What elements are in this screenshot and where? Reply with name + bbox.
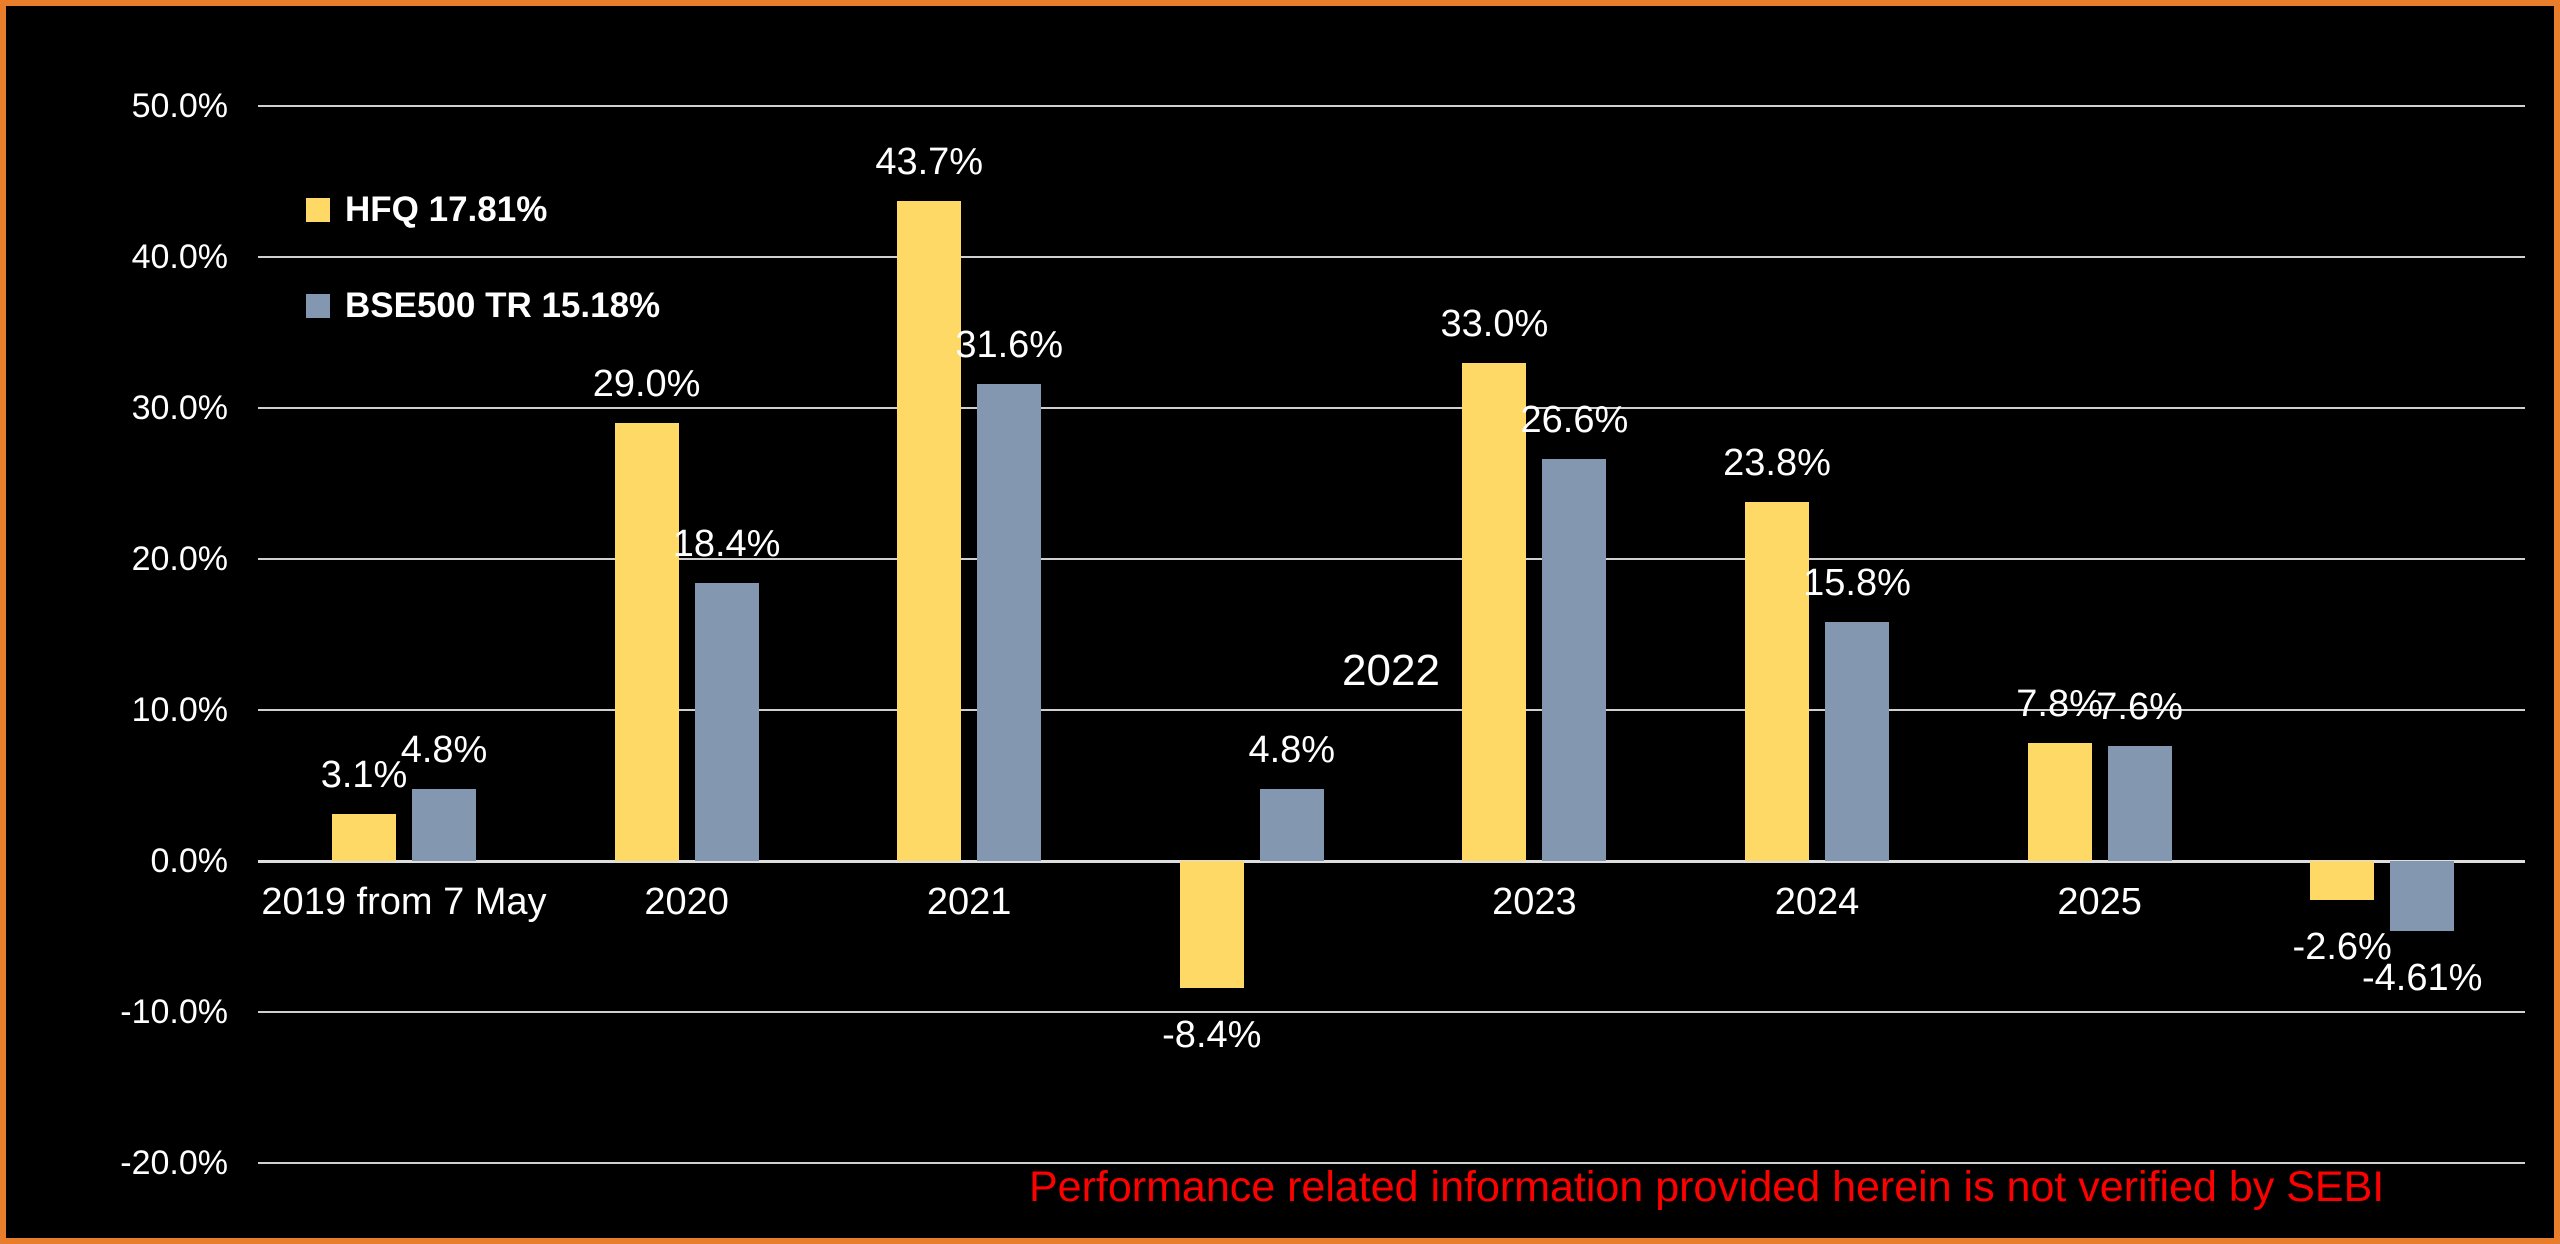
data-label-bse500-6: 7.6% (2096, 686, 2183, 729)
displaced-category-label-2022: 2022 (1342, 646, 1440, 695)
gridline-40 (258, 256, 2525, 258)
bar-hfq-2 (897, 201, 962, 861)
y-tick-label--20: -20.0% (120, 1144, 228, 1182)
bar-bse500-3 (1259, 788, 1324, 861)
bar-bse500-0 (412, 788, 476, 861)
y-tick-label--10: -10.0% (120, 993, 228, 1031)
x-category-label-6: 2025 (2057, 881, 2142, 923)
y-tick-label-0: 0.0% (150, 842, 229, 880)
x-category-label-2: 2021 (926, 881, 1012, 923)
bar-hfq-1 (614, 423, 679, 861)
data-label-hfq-7: -2.6% (2292, 926, 2392, 969)
frame-border-right (2554, 0, 2560, 1244)
data-label-bse500-0: 4.8% (400, 728, 488, 771)
bar-hfq-7 (2310, 861, 2375, 901)
data-label-hfq-3: -8.4% (1162, 1013, 1262, 1056)
data-label-hfq-1: 29.0% (592, 363, 701, 406)
frame-border-bottom (0, 1238, 2560, 1244)
legend-item-bse500: BSE500 TR 15.18% (306, 286, 660, 326)
frame-border-left (0, 0, 6, 1244)
data-label-bse500-4: 26.6% (1520, 399, 1629, 442)
data-label-hfq-4: 33.0% (1440, 302, 1549, 345)
bar-bse500-2 (977, 383, 1042, 861)
gridline--10 (258, 1011, 2525, 1013)
gridline-20 (258, 558, 2525, 560)
data-label-bse500-1: 18.4% (672, 523, 781, 566)
data-label-bse500-3: 4.8% (1248, 728, 1336, 771)
bar-bse500-7 (2390, 861, 2455, 931)
gridline-0 (258, 859, 2525, 863)
y-tick-label-50: 50.0% (131, 87, 228, 125)
data-label-hfq-2: 43.7% (875, 141, 984, 184)
legend-item-hfq: HFQ 17.81% (306, 190, 547, 230)
legend-label-hfq: HFQ 17.81% (345, 190, 548, 229)
y-tick-label-30: 30.0% (131, 389, 228, 427)
x-category-label-5: 2024 (1774, 881, 1860, 923)
gridline-10 (258, 709, 2525, 711)
x-category-label-4: 2023 (1492, 881, 1577, 923)
y-tick-label-10: 10.0% (131, 691, 228, 729)
data-label-hfq-0: 3.1% (320, 754, 408, 797)
data-label-bse500-5: 15.8% (1803, 562, 1911, 605)
x-category-label-1: 2020 (644, 881, 729, 923)
frame-border-top (0, 0, 2560, 6)
data-label-bse500-2: 31.6% (955, 323, 1064, 366)
y-tick-label-40: 40.0% (131, 238, 228, 276)
data-label-hfq-6: 7.8% (2016, 683, 2103, 726)
legend-label-bse500: BSE500 TR 15.18% (345, 286, 661, 325)
bar-hfq-4 (1462, 362, 1527, 861)
legend-swatch-hfq-icon (306, 198, 330, 222)
bar-hfq-0 (332, 814, 396, 861)
legend-swatch-bse500-icon (306, 294, 330, 318)
y-tick-label-20: 20.0% (131, 540, 228, 578)
data-label-bse500-7: -4.61% (2361, 956, 2483, 999)
bar-bse500-6 (2107, 746, 2172, 861)
bar-hfq-6 (2027, 743, 2092, 861)
bar-bse500-1 (694, 583, 759, 861)
x-category-label-0: 2019 from 7 May (261, 881, 547, 923)
gridline--20 (258, 1162, 2525, 1164)
gridline-30 (258, 407, 2525, 409)
bar-hfq-5 (1745, 501, 1809, 861)
bar-hfq-3 (1179, 861, 1244, 988)
bar-bse500-4 (1542, 459, 1607, 861)
bar-bse500-5 (1825, 622, 1889, 861)
sebi-disclaimer-text: Performance related information provided… (1029, 1163, 2385, 1211)
gridline-50 (258, 105, 2525, 107)
data-label-hfq-5: 23.8% (1723, 441, 1831, 484)
